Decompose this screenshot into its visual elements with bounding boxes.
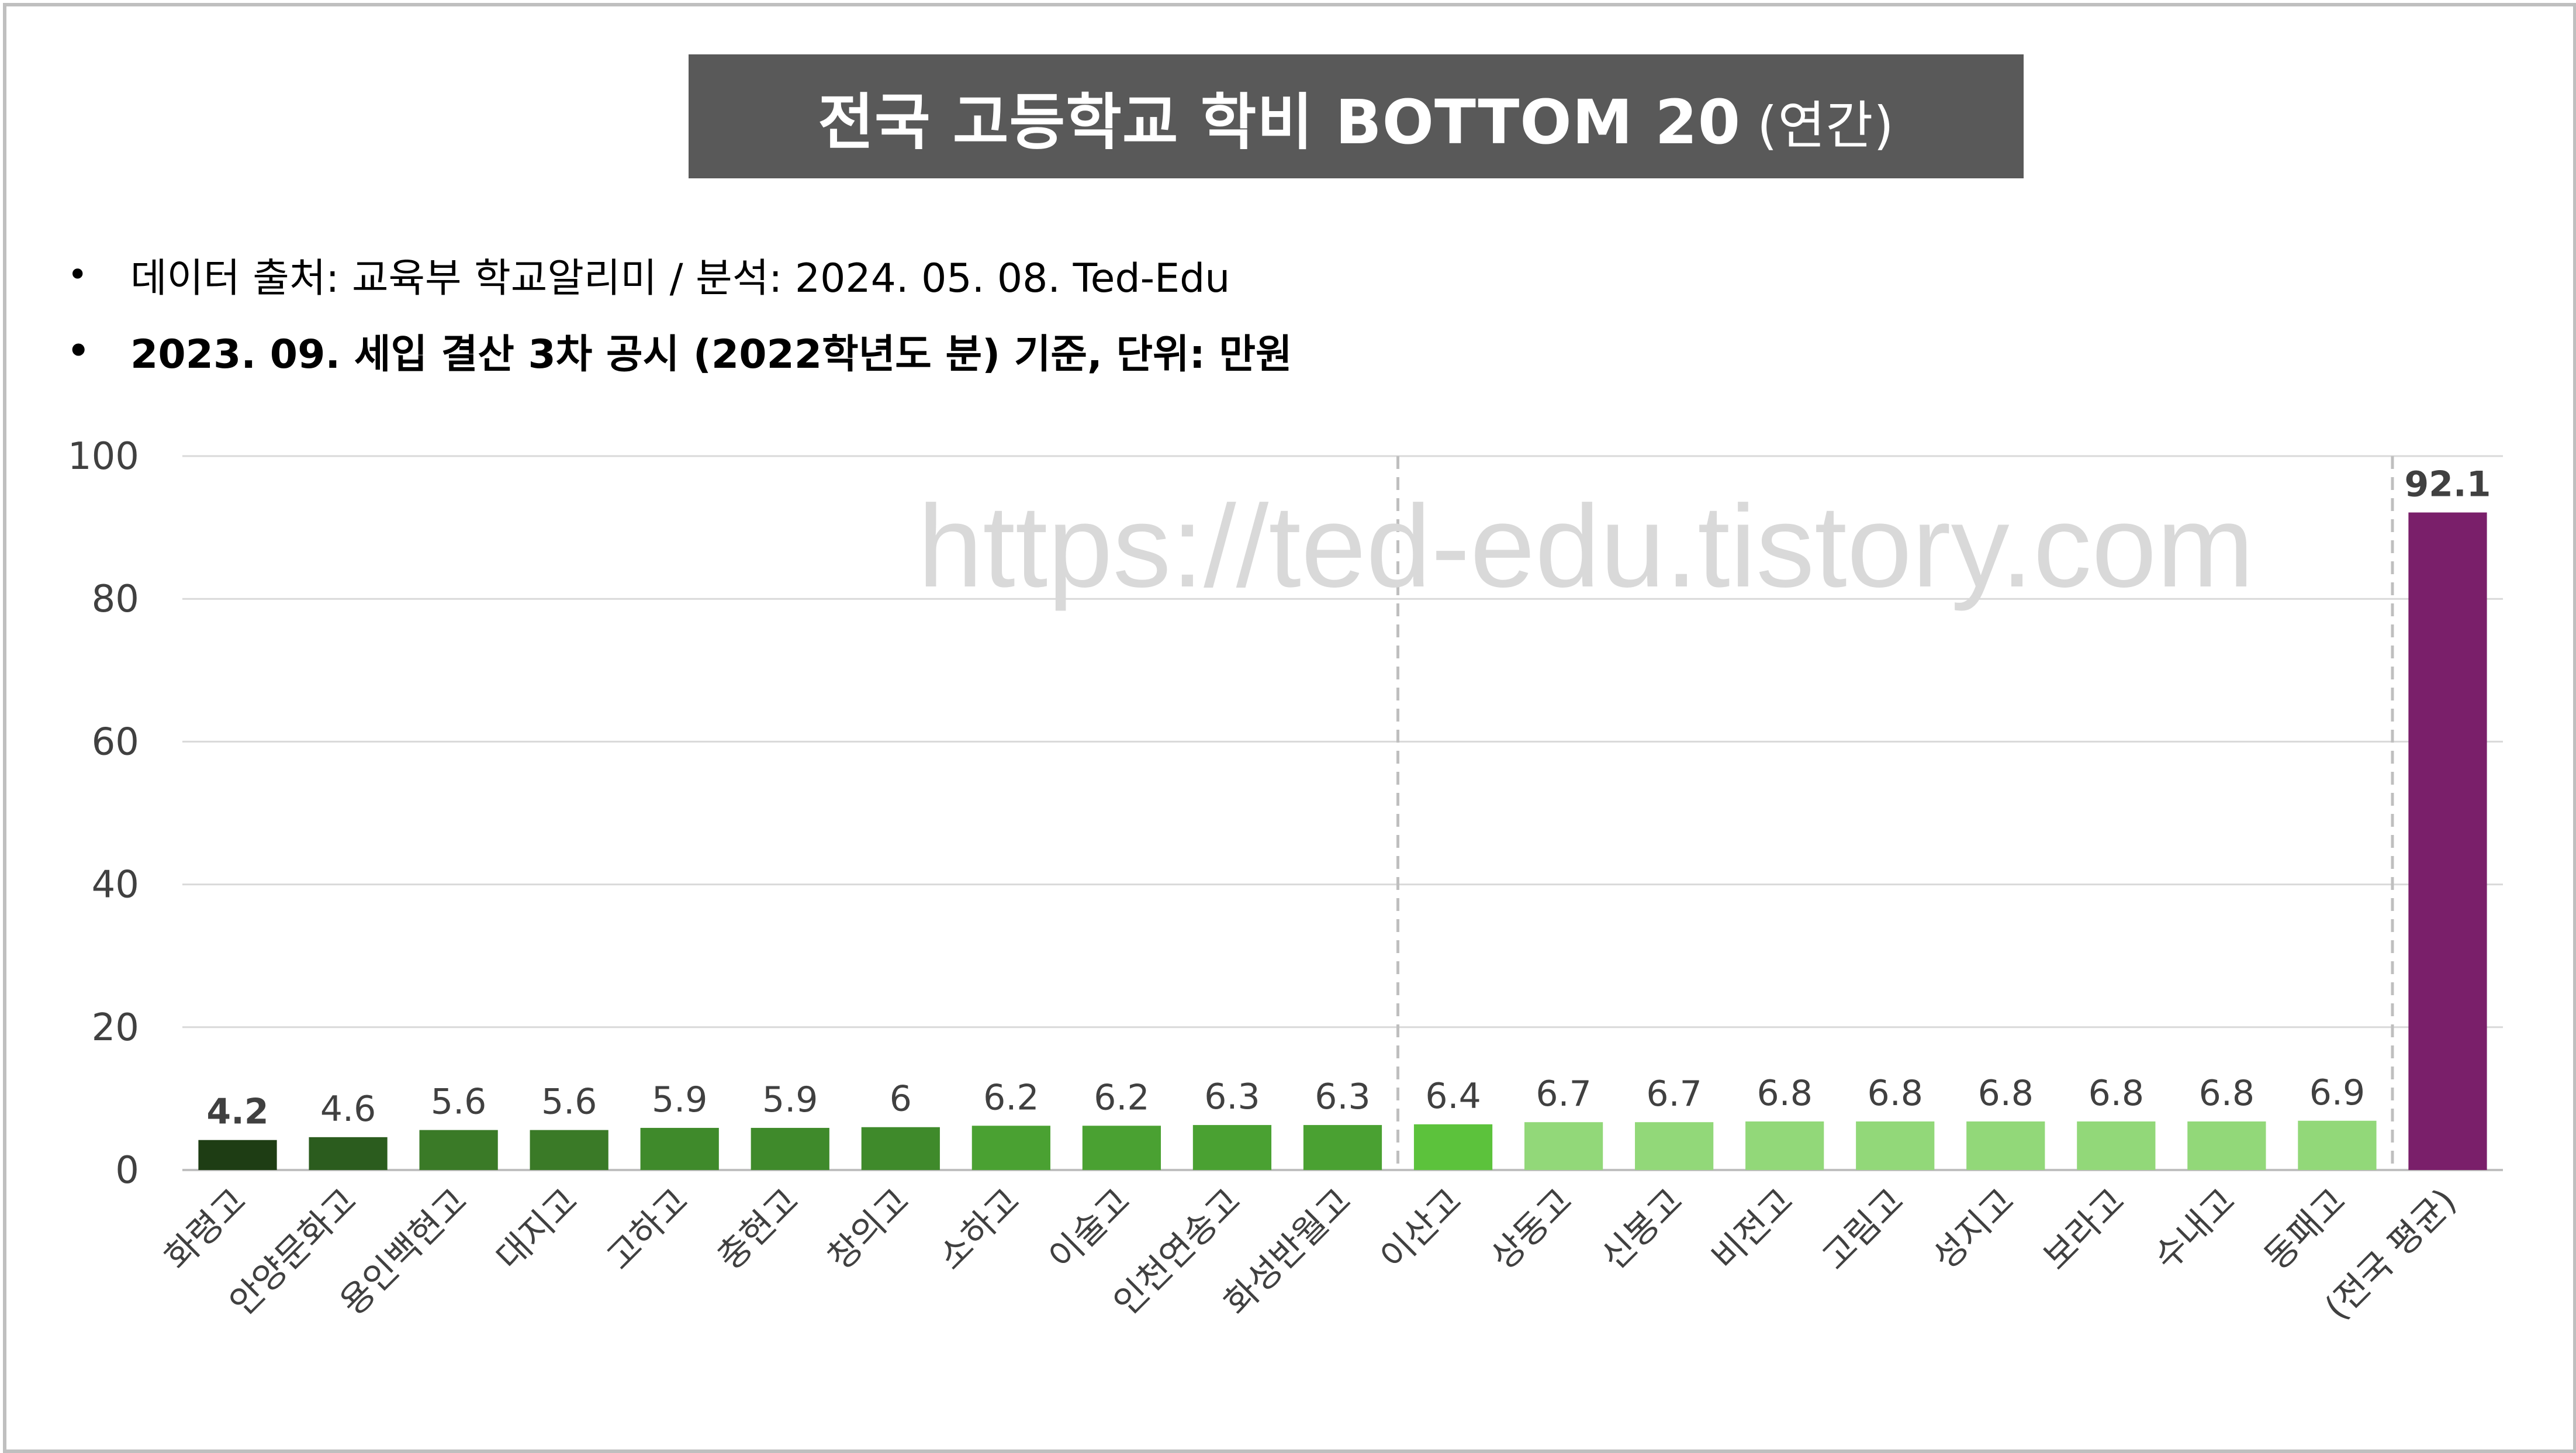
data-label: 6.2: [983, 1077, 1039, 1118]
bar: [1082, 1126, 1161, 1170]
bar: [751, 1127, 829, 1170]
y-tick-label: 0: [115, 1149, 139, 1192]
bar: [861, 1127, 940, 1170]
bar: [419, 1130, 498, 1170]
x-tick-label: 비전고: [1704, 1181, 1802, 1278]
x-tick-label: 이술고: [1041, 1181, 1139, 1278]
data-label: 5.6: [541, 1082, 597, 1123]
bar: [2077, 1121, 2156, 1170]
data-label: 6.9: [2309, 1072, 2365, 1113]
y-tick-label: 60: [92, 720, 139, 764]
data-label: 6.8: [2089, 1073, 2144, 1114]
x-tick-label: 대지고: [489, 1181, 586, 1278]
data-label: 6.2: [1094, 1077, 1149, 1118]
data-label: 5.9: [762, 1079, 818, 1120]
bar: [1856, 1121, 1935, 1170]
bar: [1966, 1121, 2045, 1170]
note-basis-text: 2023. 09. 세입 결산 3차 공시 (2022학년도 분) 기준, 단위…: [130, 332, 1292, 378]
note-basis: • 2023. 09. 세입 결산 3차 공시 (2022학년도 분) 기준, …: [67, 322, 1292, 379]
title-banner: 전국 고등학교 학비 BOTTOM 20 (연간): [689, 54, 2024, 178]
y-tick-label: 100: [68, 435, 139, 478]
data-label: 5.9: [652, 1079, 707, 1120]
x-tick-label: 고림고: [1814, 1181, 1912, 1278]
x-tick-label: 소하고: [931, 1181, 1028, 1278]
bar: [2187, 1121, 2266, 1170]
x-tick-label: 신봉고: [1593, 1181, 1691, 1278]
bar: [2408, 512, 2487, 1170]
bar: [1303, 1125, 1382, 1170]
data-label: 6.8: [2199, 1073, 2255, 1114]
data-label: 4.2: [206, 1092, 268, 1133]
bar: [1745, 1121, 1824, 1170]
x-tick-label: 동패고: [2256, 1181, 2354, 1278]
x-tick-label: 성지고: [1925, 1181, 2022, 1278]
data-label: 6.8: [1978, 1073, 2034, 1114]
x-tick-label: 이산고: [1372, 1181, 1470, 1278]
data-label: 6.3: [1204, 1076, 1260, 1117]
chart-frame: [3, 3, 2576, 1453]
bullet: •: [67, 330, 90, 371]
chart-title: 전국 고등학교 학비 BOTTOM 20 (연간): [818, 73, 1894, 161]
x-tick-label: 수내고: [2146, 1181, 2243, 1278]
data-label: 6.3: [1315, 1076, 1370, 1117]
chart-title-main: 전국 고등학교 학비 BOTTOM 20: [818, 86, 1741, 158]
y-tick-label: 80: [92, 578, 139, 621]
data-label: 6.8: [1756, 1073, 1812, 1114]
x-tick-label: 고하고: [599, 1181, 697, 1278]
bar: [640, 1127, 719, 1170]
data-label: 4.6: [320, 1089, 376, 1130]
bar: [1413, 1124, 1493, 1170]
bullet: •: [67, 254, 88, 295]
data-label: 6.7: [1646, 1074, 1702, 1114]
data-label: 6: [890, 1079, 912, 1120]
chart-title-suffix: (연간): [1757, 95, 1894, 156]
bar: [2298, 1120, 2377, 1170]
x-tick-label: 화령고: [157, 1181, 255, 1278]
bar: [971, 1126, 1050, 1170]
bar: [198, 1140, 277, 1170]
bar: [1524, 1122, 1603, 1170]
data-label: 5.6: [431, 1082, 486, 1123]
y-tick-label: 20: [92, 1006, 139, 1050]
note-source: • 데이터 출처: 교육부 학교알리미 / 분석: 2024. 05. 08. …: [67, 246, 1230, 303]
x-tick-label: 상동고: [1483, 1181, 1581, 1278]
data-label: 6.8: [1868, 1073, 1923, 1114]
bar: [530, 1130, 608, 1170]
x-tick-label: 창의고: [820, 1181, 918, 1278]
watermark: https://ted-edu.tistory.com: [918, 481, 2255, 612]
x-tick-label: 보라고: [2035, 1181, 2133, 1278]
x-tick-label: 충현고: [710, 1181, 807, 1278]
note-source-text: 데이터 출처: 교육부 학교알리미 / 분석: 2024. 05. 08. Te…: [130, 256, 1230, 302]
data-label: 6.4: [1425, 1076, 1481, 1117]
data-label: 6.7: [1536, 1074, 1591, 1114]
y-tick-label: 40: [92, 864, 139, 907]
data-label: 92.1: [2404, 464, 2491, 505]
bar: [1635, 1122, 1714, 1170]
bar: [309, 1137, 388, 1170]
bar: [1192, 1125, 1272, 1170]
